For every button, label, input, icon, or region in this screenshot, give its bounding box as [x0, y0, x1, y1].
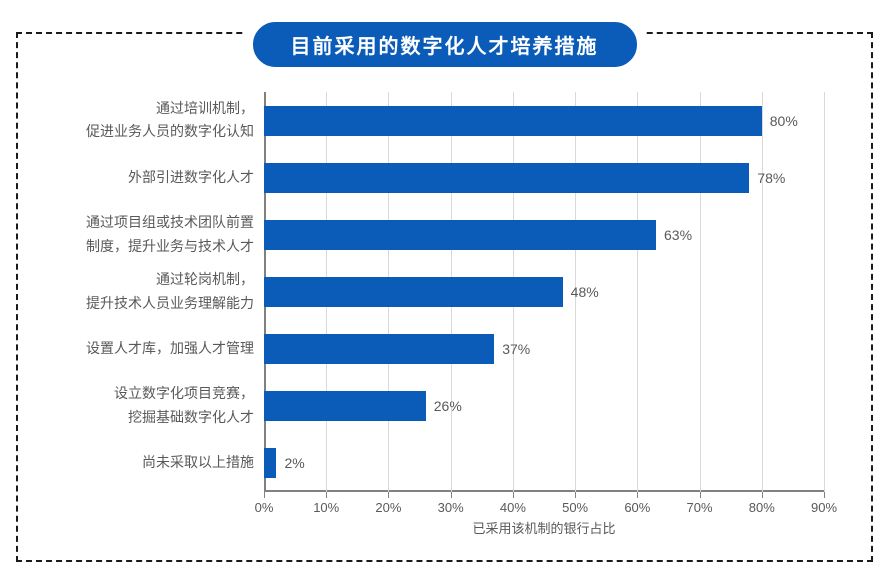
x-tick-label: 90% [811, 500, 837, 515]
bar-row: 通过项目组或技术团队前置 制度，提升业务与技术人才 63% [46, 206, 846, 263]
chart-frame: 目前采用的数字化人才培养措施 0%10%20%30%40%50%60%70%80… [16, 32, 873, 562]
value-label: 2% [284, 455, 304, 471]
chart-area: 0% 10% 20% 30% 40% 50% 60% 70% 80% 90% 通过培训机制， 促进… [46, 92, 846, 532]
x-tick-label: 70% [687, 500, 713, 515]
x-tick-label: 50% [562, 500, 588, 515]
x-tick-label: 60% [624, 500, 650, 515]
category-label: 外部引进数字化人才 [46, 166, 254, 190]
x-tick [326, 492, 327, 498]
bar-rows: 通过培训机制， 促进业务人员的数字化认知 80% 外部引进数字化人才 78% 通过项目组… [46, 92, 846, 492]
x-tick [513, 492, 514, 498]
x-tick-label: 40% [500, 500, 526, 515]
bar [264, 334, 494, 364]
value-label: 80% [770, 113, 798, 129]
x-tick-label: 0% [255, 500, 274, 515]
x-tick [824, 492, 825, 498]
x-tick [264, 492, 265, 498]
value-label: 63% [664, 227, 692, 243]
value-label: 26% [434, 398, 462, 414]
x-tick-label: 30% [438, 500, 464, 515]
x-tick [637, 492, 638, 498]
category-label: 尚未采取以上措施 [46, 452, 254, 476]
bar [264, 163, 749, 193]
chart-title: 目前采用的数字化人才培养措施 [243, 12, 647, 77]
x-tick [575, 492, 576, 498]
category-label: 设立数字化项目竞赛， 挖掘基础数字化人才 [46, 382, 254, 430]
bar [264, 391, 426, 421]
bar-row: 外部引进数字化人才 78% [46, 149, 846, 206]
x-tick [700, 492, 701, 498]
bar-row: 通过培训机制， 促进业务人员的数字化认知 80% [46, 92, 846, 149]
x-tick [451, 492, 452, 498]
value-label: 48% [571, 284, 599, 300]
bar [264, 106, 762, 136]
category-label: 通过项目组或技术团队前置 制度，提升业务与技术人才 [46, 211, 254, 259]
x-tick-label: 80% [749, 500, 775, 515]
category-label: 设置人才库，加强人才管理 [46, 337, 254, 361]
bar [264, 220, 656, 250]
bar-row: 设立数字化项目竞赛， 挖掘基础数字化人才 26% [46, 378, 846, 435]
x-tick-label: 10% [313, 500, 339, 515]
bar-row: 通过轮岗机制， 提升技术人员业务理解能力 48% [46, 263, 846, 320]
category-label: 通过轮岗机制， 提升技术人员业务理解能力 [46, 268, 254, 316]
x-axis-label: 已采用该机制的银行占比 [472, 518, 615, 537]
bar [264, 277, 563, 307]
x-tick [762, 492, 763, 498]
value-label: 37% [502, 341, 530, 357]
x-tick-label: 20% [375, 500, 401, 515]
bar-row: 尚未采取以上措施 2% [46, 435, 846, 492]
bar [264, 448, 276, 478]
value-label: 78% [757, 170, 785, 186]
category-label: 通过培训机制， 促进业务人员的数字化认知 [46, 97, 254, 145]
bar-row: 设置人才库，加强人才管理 37% [46, 321, 846, 378]
x-tick [388, 492, 389, 498]
